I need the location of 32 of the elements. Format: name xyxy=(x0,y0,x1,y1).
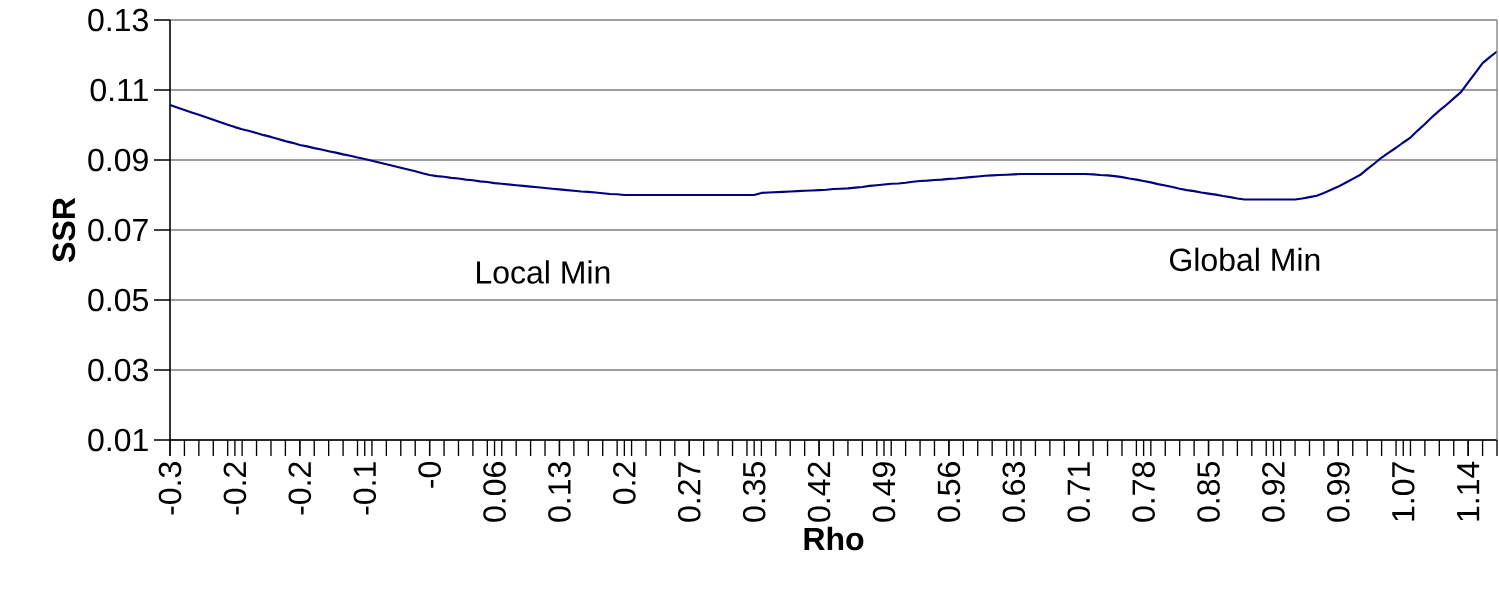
y-tick-label: 0.03 xyxy=(88,358,148,382)
y-tick-label: 0.09 xyxy=(88,148,148,172)
x-tick-label: 0.49 xyxy=(872,462,896,522)
x-tick-label: 0.78 xyxy=(1132,462,1155,522)
x-tick-label: -0.3 xyxy=(158,462,182,515)
x-tick-label: 0.56 xyxy=(937,462,961,522)
x-axis-title: Rho xyxy=(804,526,864,551)
x-tick-label: 0.99 xyxy=(1327,462,1350,522)
y-tick-label: 0.05 xyxy=(88,288,148,312)
x-tick-label: 1.14 xyxy=(1457,461,1480,521)
x-tick-label: 0.2 xyxy=(613,462,636,504)
x-tick-label: 1.07 xyxy=(1391,462,1415,521)
x-tick-label: 0.13 xyxy=(548,462,571,522)
annotation: Global Min xyxy=(1170,247,1320,272)
y-tick-label: 0.07 xyxy=(88,218,148,242)
x-tick-label: 0.63 xyxy=(1002,462,1026,522)
y-tick-label: 0.01 xyxy=(88,428,148,452)
x-tick-label: -0.2 xyxy=(223,462,247,515)
x-tick-label: 0.85 xyxy=(1197,462,1220,522)
x-tick-label: 0.42 xyxy=(807,462,831,522)
x-tick-label: 0.92 xyxy=(1262,462,1285,522)
x-tick-label: -0 xyxy=(418,461,441,488)
x-tick-label: 0.35 xyxy=(742,462,766,522)
x-tick-label: -0.2 xyxy=(288,462,312,515)
x-tick-label: 0.27 xyxy=(677,462,701,522)
x-tick-label: -0.1 xyxy=(353,462,377,515)
annotation: Local Min xyxy=(477,260,610,284)
y-axis-title: SSR xyxy=(52,197,76,262)
x-tick-label: 0.71 xyxy=(1067,462,1091,522)
y-tick-label: 0.13 xyxy=(88,8,148,32)
y-tick-label: 0.11 xyxy=(90,78,148,102)
x-tick-label: 0.06 xyxy=(483,462,506,522)
